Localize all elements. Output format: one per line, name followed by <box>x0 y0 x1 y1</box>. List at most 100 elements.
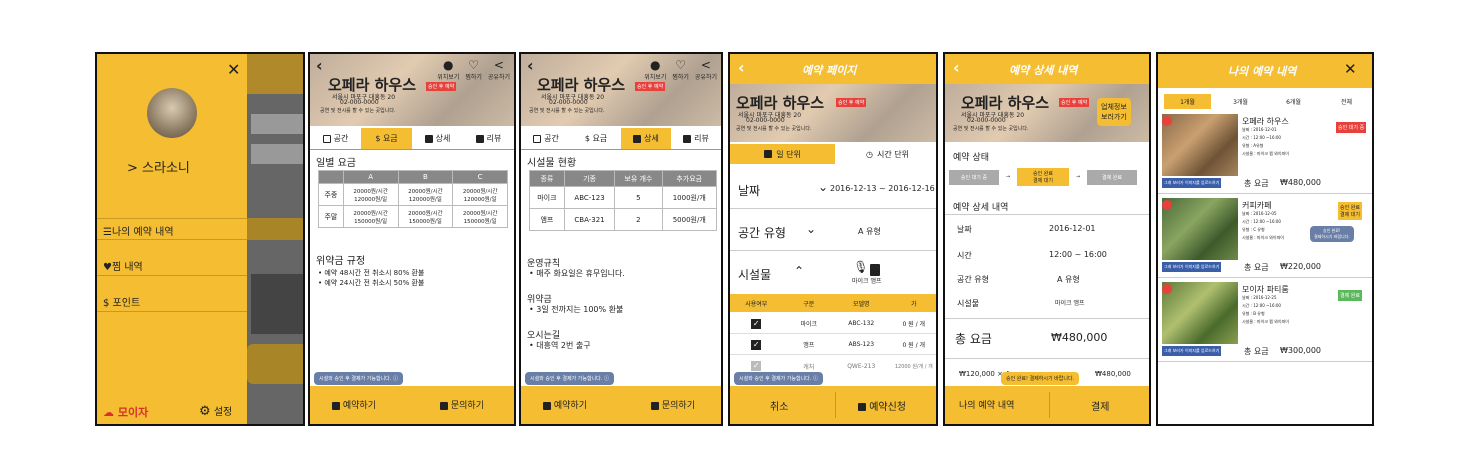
checkbox[interactable]: ✓ <box>751 361 762 371</box>
field-value: 12:00 ~ 16:00 <box>1049 250 1107 259</box>
step-approved: 승인 완료 결제 대기 <box>1017 168 1069 186</box>
tab-review[interactable]: 리뷰 <box>463 128 514 149</box>
tab-detail[interactable]: 상세 <box>412 128 463 149</box>
ask-label: 문의하기 <box>661 401 695 411</box>
location-button[interactable]: ● 위치보기 <box>437 58 459 81</box>
wish-button[interactable]: ♡ 찜하기 <box>465 58 482 81</box>
table-header: 구분 <box>803 300 815 308</box>
back-icon[interactable]: ‹ <box>316 56 323 75</box>
close-icon[interactable]: ✕ <box>1344 60 1357 78</box>
field-label: 날짜 <box>957 225 972 234</box>
date-value[interactable]: 2016-12-13 ~ 2016-12-16 <box>830 184 935 193</box>
apply-button[interactable]: 예약신청 <box>858 398 906 413</box>
vip-badge <box>1162 284 1172 294</box>
tab-hour-unit[interactable]: ◷ 시간 단위 <box>835 144 936 164</box>
menu-item-wishlist[interactable]: ♥찜 내역 <box>97 254 247 276</box>
period-filters: 1개월 3개월 6개월 전체 <box>1164 94 1370 109</box>
tab-day-unit[interactable]: 일 단위 <box>730 144 835 164</box>
share-button[interactable]: < 공유하기 <box>695 58 717 81</box>
status-badge: 결제 완료 <box>1338 290 1362 301</box>
filter-3-months[interactable]: 3개월 <box>1233 99 1248 106</box>
chevron-down-icon[interactable]: ⌄ <box>806 222 817 236</box>
tab-review[interactable]: 리뷰 <box>671 128 721 149</box>
page-title: 예약 상세 내역 <box>1009 64 1078 77</box>
tab-space[interactable]: 공간 <box>521 128 571 149</box>
review-upload-button[interactable]: 그래 보러가 이미지를 업로드하기 <box>1162 262 1222 272</box>
share-button[interactable]: < 공유하기 <box>488 58 510 81</box>
tab-detail[interactable]: 상세 <box>621 128 671 149</box>
venue-detail-panel: ‹ ● 위치보기 ♡ 찜하기 < 공유하기 오페라 하우스 승인 후 예약 서울시 마… <box>519 52 723 426</box>
back-icon[interactable]: ‹ <box>953 58 960 77</box>
penalty-text: • 3일 전까지는 100% 환불 <box>529 305 624 314</box>
total-value: ₩480,000 <box>1280 178 1321 187</box>
filter-6-months[interactable]: 6개월 <box>1286 99 1301 106</box>
item-type: 유형 : B 유형 <box>1242 311 1265 316</box>
header: 나의 예약 내역 ✕ <box>1158 54 1372 88</box>
item-facilities: 시설물 : 마이크 찜 와이파이 <box>1242 151 1289 156</box>
menu-item-reservations[interactable]: ☰나의 예약 내역 <box>97 218 247 240</box>
close-icon[interactable]: ✕ <box>227 60 241 79</box>
my-bookings-panel: 나의 예약 내역 ✕ 1개월 3개월 6개월 전체 그래 보러가 이미지를 업로… <box>1156 52 1374 426</box>
back-icon[interactable]: ‹ <box>527 56 534 75</box>
checkbox[interactable]: ✓ <box>751 318 762 329</box>
tab-space[interactable]: 공간 <box>310 128 361 149</box>
item-type: 유형 : A유형 <box>1242 143 1264 148</box>
venue-fee-panel: ‹ ● 위치보기 ♡ 찜하기 < 공유하기 오페라 하우스 승인 후 예약 서울시 마… <box>308 52 516 426</box>
settings-button[interactable]: ⚙ 설정 <box>199 403 232 419</box>
review-upload-button[interactable]: 그래 보러가 이미지를 업로드하기 <box>1162 346 1222 356</box>
divider <box>945 214 1149 215</box>
booking-item[interactable]: 그래 보러가 이미지를 업로드하기 오페라 하우스 날짜 : 2016-12-0… <box>1158 112 1372 194</box>
booking-item[interactable]: 그래 보러가 이미지를 업로드하기 커피카페 날짜 : 2016-12-05 시… <box>1158 196 1372 278</box>
space-type-value[interactable]: A 유형 <box>858 227 881 236</box>
status-badge: 승인 대기 중 <box>1336 122 1367 133</box>
item-time: 시간 : 12:00 ~16:00 <box>1242 135 1281 140</box>
venue-tabs: 공간 $ 요금 상세 리뷰 <box>310 128 514 150</box>
ask-button[interactable]: 문의하기 <box>440 398 484 411</box>
venue-name: 오페라 하우스 <box>961 94 1050 112</box>
user-name[interactable]: > 스라소니 <box>127 161 190 176</box>
book-button[interactable]: 예약하기 <box>332 398 376 411</box>
venue-note: 공연 및 전시를 할 수 있는 곳입니다. <box>320 108 396 114</box>
ask-button[interactable]: 문의하기 <box>651 398 695 411</box>
table-row: ✓ 마이크 ABC-132 0 원 / 개 <box>730 314 936 334</box>
section-title: 시설물 현황 <box>527 158 577 169</box>
book-label: 예약하기 <box>342 401 376 411</box>
item-name: 커피카페 <box>1242 201 1272 210</box>
menu-item-points[interactable]: $ 포인트 <box>97 290 247 312</box>
subtotal-result: ₩480,000 <box>1095 370 1131 378</box>
tooltip-text: 시설와 승인 후 결제가 가능합니다. <box>739 376 812 382</box>
dimmed-background[interactable] <box>247 54 303 424</box>
tab-fee[interactable]: $ 요금 <box>361 128 412 149</box>
field-value: 2016-12-01 <box>1049 224 1096 233</box>
my-bookings-button[interactable]: 나의 예약 내역 <box>959 401 1015 411</box>
tab-fee[interactable]: $ 요금 <box>571 128 621 149</box>
review-upload-button[interactable]: 그래 보러가 이미지를 업로드하기 <box>1162 178 1222 188</box>
filter-1-month[interactable]: 1개월 <box>1164 94 1211 109</box>
detail-icon <box>424 134 433 143</box>
back-icon[interactable]: ‹ <box>738 58 745 77</box>
chevron-up-icon[interactable]: ⌃ <box>794 264 805 278</box>
filter-all[interactable]: 전체 <box>1340 99 1353 106</box>
wish-label: 찜하기 <box>672 74 689 81</box>
menu-label: $ 포인트 <box>103 298 141 309</box>
field-value: A 유형 <box>1057 275 1080 284</box>
table-row: ✓ 캐처 QWE-213 12000 원/개 / 개 <box>730 356 936 376</box>
cancel-button[interactable]: 취소 <box>770 402 789 413</box>
chevron-down-icon[interactable]: ⌄ <box>818 180 829 194</box>
table-cell: 20000원/시간 120000원/일 <box>397 183 454 206</box>
pay-button[interactable]: 결제 <box>1091 402 1110 413</box>
location-button[interactable]: ● 위치보기 <box>644 58 666 81</box>
arrow-icon: → <box>1075 174 1081 180</box>
booking-panel: ‹ 예약 페이지 오페라 하우스 승인 후 예약 서울시 마포구 대흥동 20 … <box>728 52 938 426</box>
booking-item[interactable]: 그래 보러가 이미지를 업로드하기 모이자 파티룸 날짜 : 2016-12-2… <box>1158 280 1372 362</box>
space-icon <box>533 134 542 143</box>
checkbox[interactable]: ✓ <box>751 339 762 350</box>
wish-button[interactable]: ♡ 찜하기 <box>672 58 689 81</box>
venue-info-button[interactable]: 업체정보 보러가기 <box>1097 98 1131 126</box>
table-cell: 5000원/개 <box>661 208 717 231</box>
table-cell: 20000원/시간 150000원/일 <box>397 205 454 228</box>
table-header: 기종 <box>563 170 616 187</box>
venue-address: 서울시 마포구 대흥동 20 <box>738 112 802 119</box>
book-button[interactable]: 예약하기 <box>543 398 587 411</box>
table-cell: 20000원/시간 120000원/일 <box>342 183 399 206</box>
